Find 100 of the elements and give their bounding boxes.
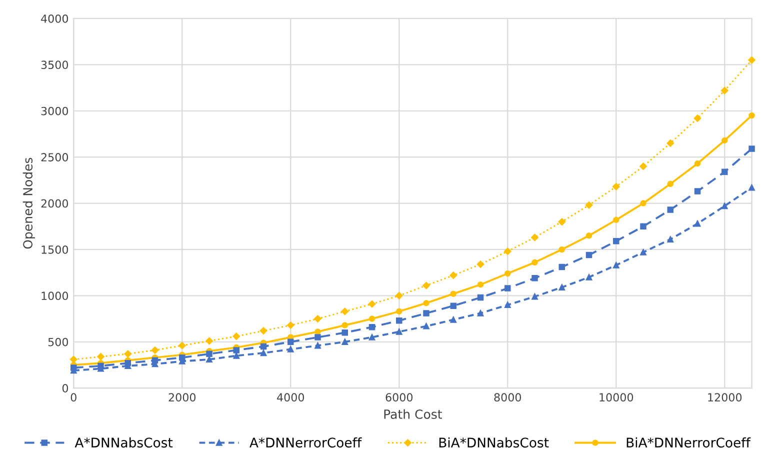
point — [450, 272, 458, 279]
point — [531, 234, 538, 242]
y-tick-label: 1000 — [42, 292, 68, 300]
point — [342, 330, 348, 336]
y-axis-title: Opened Nodes — [22, 158, 35, 249]
point — [206, 337, 213, 345]
point — [70, 356, 78, 364]
x-tick-label: 8000 — [494, 393, 522, 402]
point — [423, 310, 430, 316]
point — [124, 350, 132, 358]
y-tick-label: 4000 — [41, 14, 68, 23]
y-tick-label: 500 — [48, 338, 68, 346]
point — [532, 259, 538, 266]
point — [260, 327, 268, 334]
point — [368, 324, 376, 330]
point — [558, 264, 565, 270]
x-axis-title: Path Cost — [384, 409, 442, 419]
point — [585, 201, 593, 209]
x-tick-label: 0 — [70, 393, 76, 402]
point — [694, 114, 702, 122]
point — [640, 200, 646, 206]
point — [179, 354, 186, 361]
point — [232, 332, 240, 340]
point — [476, 260, 484, 268]
point — [286, 322, 294, 329]
point — [504, 302, 511, 308]
point — [477, 281, 484, 288]
point — [368, 316, 376, 322]
point — [70, 364, 77, 371]
y-tick-label: 2000 — [41, 199, 68, 208]
point — [640, 223, 646, 230]
point — [558, 284, 565, 290]
point — [396, 308, 402, 315]
point — [558, 218, 566, 226]
point — [288, 338, 294, 346]
point — [666, 140, 674, 147]
legend-label: A*DNNabsCost — [74, 437, 173, 448]
point — [558, 246, 565, 253]
point — [694, 160, 701, 167]
point — [477, 310, 484, 316]
point — [667, 206, 674, 213]
point — [450, 302, 456, 309]
point — [151, 346, 159, 354]
point — [694, 188, 701, 194]
point — [586, 232, 592, 239]
point — [667, 180, 674, 187]
point — [667, 236, 674, 242]
point — [233, 347, 240, 354]
x-tick-label: 10000 — [600, 393, 634, 402]
point — [720, 86, 728, 94]
point — [422, 282, 430, 290]
point — [341, 308, 349, 316]
point — [396, 318, 402, 324]
point — [504, 270, 511, 277]
point — [97, 353, 104, 360]
point — [532, 293, 538, 300]
point — [586, 252, 592, 258]
point — [342, 338, 348, 346]
point — [368, 334, 376, 340]
point — [342, 322, 348, 328]
point — [504, 285, 511, 292]
point — [748, 146, 755, 152]
y-tick-label: 0 — [62, 384, 68, 392]
y-tick-label: 1500 — [42, 245, 68, 254]
point — [722, 168, 728, 175]
point — [477, 294, 484, 301]
point — [206, 356, 212, 363]
x-tick-label: 4000 — [277, 393, 304, 402]
point — [450, 290, 456, 297]
point — [586, 274, 592, 280]
point — [124, 360, 131, 366]
point — [748, 184, 755, 191]
point — [722, 137, 728, 144]
point — [233, 352, 240, 359]
point — [613, 216, 620, 224]
point — [640, 162, 647, 170]
x-tick-label: 2000 — [168, 393, 196, 402]
legend-label: BiA*DNNabsCost — [439, 437, 549, 448]
point — [314, 334, 321, 340]
point — [206, 350, 212, 358]
point — [423, 300, 430, 306]
point — [504, 248, 512, 255]
point — [395, 292, 403, 300]
point — [260, 350, 267, 356]
legend-label: A*DNNerrorCoeff — [250, 437, 362, 448]
x-tick-label: 6000 — [386, 393, 413, 402]
point — [532, 275, 538, 282]
point — [178, 342, 186, 350]
point — [722, 202, 728, 210]
point — [314, 328, 321, 335]
y-tick-label: 3000 — [41, 106, 68, 116]
y-tick-label: 2500 — [41, 153, 68, 162]
point — [748, 112, 755, 119]
y-tick-label: 3500 — [41, 60, 68, 70]
point — [694, 220, 701, 227]
point — [260, 343, 267, 350]
point — [612, 183, 620, 190]
point — [748, 56, 756, 64]
point — [613, 238, 620, 244]
legend-label: BiA*DNNerrorCoeff — [626, 437, 751, 448]
